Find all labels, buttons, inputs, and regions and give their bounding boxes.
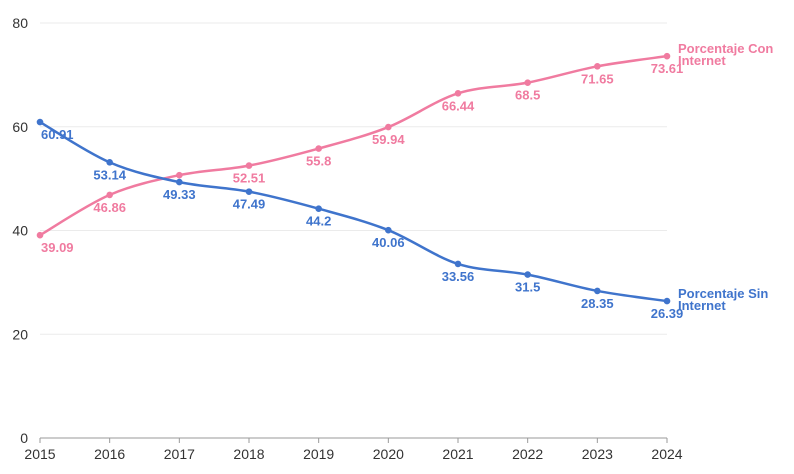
data-point-con xyxy=(36,231,44,239)
data-point-con xyxy=(385,123,392,131)
data-point-sin xyxy=(106,159,113,166)
series-name-line: Internet xyxy=(678,53,726,68)
data-point-sin xyxy=(36,118,44,126)
series-name-line: Porcentaje Sin xyxy=(678,286,768,301)
data-label-sin: 49.33 xyxy=(163,187,196,202)
series-name-line: Porcentaje Con xyxy=(678,41,773,56)
axes: 0 20 40 60 80 2015 2016 2017 2018 2019 2020 2021 202… xyxy=(12,15,682,462)
x-tick-label: 2021 xyxy=(442,446,473,462)
x-tick-label: 2023 xyxy=(582,446,613,462)
data-point-sin xyxy=(385,226,392,234)
data-point-con xyxy=(106,191,113,199)
x-tick-label: 2022 xyxy=(512,446,543,462)
data-points xyxy=(36,52,671,305)
data-label-sin: 33.56 xyxy=(442,269,475,284)
x-tick-label: 2017 xyxy=(164,446,195,462)
data-label-sin: 26.39 xyxy=(651,306,684,321)
data-label-con: 55.8 xyxy=(306,154,331,169)
data-point-sin xyxy=(315,205,322,213)
data-point-con xyxy=(176,171,183,179)
grid-lines xyxy=(40,22,667,335)
series-lines xyxy=(38,54,669,303)
data-labels: 39.09 46.86 52.51 55.8 59.94 66.44 68.5 71.65 73… xyxy=(41,61,683,321)
data-label-sin: 28.35 xyxy=(581,296,614,311)
series-name-line: Internet xyxy=(678,298,726,313)
y-tick-label: 40 xyxy=(12,223,28,239)
data-label-con: 71.65 xyxy=(581,71,614,86)
y-tick-label: 80 xyxy=(12,15,28,31)
y-tick-label: 60 xyxy=(12,119,28,135)
data-label-con: 59.94 xyxy=(372,132,405,147)
data-point-sin xyxy=(245,188,253,195)
data-label-con: 68.5 xyxy=(515,88,540,103)
data-point-sin xyxy=(594,287,601,295)
data-label-sin: 47.49 xyxy=(233,197,266,212)
y-tick-label: 0 xyxy=(20,430,28,446)
data-point-con xyxy=(245,162,253,169)
data-point-con xyxy=(524,79,531,86)
data-point-con xyxy=(594,63,601,70)
data-label-sin: 60.91 xyxy=(41,127,74,142)
x-tick-label: 2015 xyxy=(24,446,55,462)
data-point-con xyxy=(315,145,322,152)
data-label-con: 73.61 xyxy=(651,61,684,76)
data-point-sin xyxy=(454,260,462,268)
series-line-con xyxy=(38,54,669,237)
data-label-sin: 31.5 xyxy=(515,280,540,295)
x-tick-label: 2016 xyxy=(94,446,125,462)
data-label-sin: 40.06 xyxy=(372,235,405,250)
data-label-sin: 53.14 xyxy=(93,167,126,182)
x-tick-label: 2020 xyxy=(373,446,404,462)
data-point-con xyxy=(454,90,462,97)
data-label-sin: 44.2 xyxy=(306,214,331,229)
data-label-con: 66.44 xyxy=(442,98,475,113)
series-name-sin: Porcentaje Sin Internet xyxy=(678,286,768,313)
data-point-sin xyxy=(663,297,671,305)
series-line-sin xyxy=(38,120,669,303)
y-tick-label: 20 xyxy=(12,326,28,342)
data-point-con xyxy=(663,52,671,60)
data-label-con: 46.86 xyxy=(93,200,126,215)
data-label-con: 52.51 xyxy=(233,171,266,186)
data-point-sin xyxy=(176,178,183,186)
x-tick-label: 2019 xyxy=(303,446,334,462)
x-tick-label: 2018 xyxy=(233,446,264,462)
data-label-con: 39.09 xyxy=(41,240,74,255)
data-point-sin xyxy=(524,271,531,278)
x-tick-label: 2024 xyxy=(651,446,682,462)
series-name-con: Porcentaje Con Internet xyxy=(678,41,773,68)
